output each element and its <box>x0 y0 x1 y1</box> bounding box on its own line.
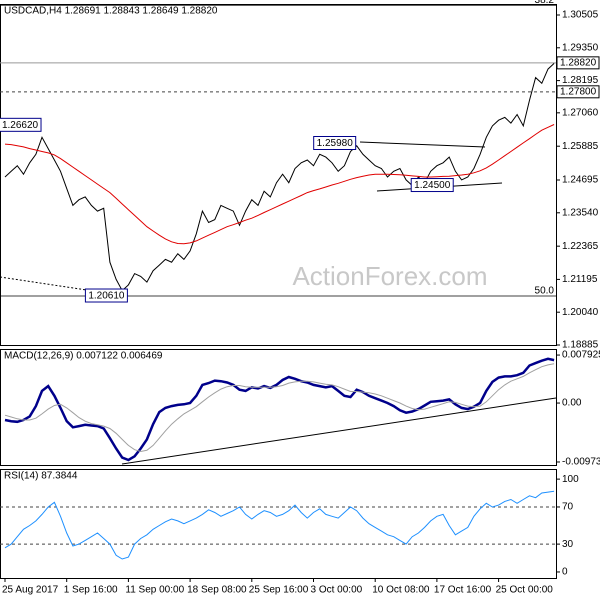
y-tick-label: 30 <box>562 539 574 550</box>
price-panel <box>0 4 557 346</box>
y-tick-label: 1.23540 <box>562 207 599 218</box>
y-tick-label: 1.25885 <box>562 141 599 152</box>
y-tick-label: 0.00 <box>562 398 582 409</box>
y-tick-label: 1.24695 <box>562 175 599 186</box>
y-tick-label: 70 <box>562 502 574 513</box>
level-box <box>556 85 600 99</box>
y-tick-label: 0 <box>562 567 568 578</box>
y-tick-label: 0.007925 <box>562 350 600 361</box>
y-tick-label: 1.21195 <box>562 274 598 285</box>
rsi-panel <box>0 469 557 579</box>
y-tick-label: 1.28195 <box>562 75 599 86</box>
panel-title: RSI(14) 87.3844 <box>4 471 78 482</box>
y-tick-label: -0.009732 <box>562 457 600 468</box>
price-label-box <box>0 117 42 132</box>
x-tick-label: 17 Oct 16:00 <box>434 585 492 596</box>
level-label: 1.27800 <box>560 86 597 97</box>
resistance-line <box>359 141 486 148</box>
watermark: ActionForex.com <box>292 261 487 291</box>
price-label: 1.25980 <box>317 138 354 149</box>
macd-trendline <box>121 397 557 465</box>
series-line <box>4 63 555 292</box>
x-tick-label: 18 Sep 08:00 <box>187 585 247 596</box>
y-tick-label: 1.29350 <box>562 42 599 53</box>
x-tick-label: 11 Sep 00:00 <box>125 585 184 596</box>
series-line <box>4 363 555 453</box>
y-tick-label: 1.30505 <box>562 10 599 21</box>
price-label: 1.26620 <box>2 120 39 131</box>
y-tick-label: 1.22365 <box>562 241 599 252</box>
x-tick-label: 10 Oct 08:00 <box>372 585 430 596</box>
price-label: 1.20610 <box>88 291 125 302</box>
price-label-box <box>313 136 357 151</box>
x-tick-label: 1 Sep 16:00 <box>64 585 118 596</box>
y-tick-label: 100 <box>562 474 579 485</box>
panel-title: MACD(12,26,9) 0.007122 0.006469 <box>4 351 163 362</box>
panel-title: USDCAD,H4 1.28691 1.28843 1.28649 1.2882… <box>4 6 218 17</box>
y-tick-label: 1.18885 <box>562 340 599 351</box>
price-label-box <box>410 178 454 193</box>
level-box <box>556 56 600 70</box>
series-line <box>4 357 555 462</box>
x-tick-label: 25 Aug 2017 <box>2 585 59 596</box>
fib-label: 38.2 <box>535 0 555 6</box>
x-tick-label: 25 Sep 16:00 <box>249 585 309 596</box>
x-tick-label: 3 Oct 00:00 <box>311 585 363 596</box>
y-tick-label: 1.27060 <box>562 107 599 118</box>
price-label: 1.24500 <box>414 180 451 191</box>
series-line <box>4 124 555 245</box>
y-tick-label: 1.20040 <box>562 307 599 318</box>
series-line <box>4 490 555 560</box>
price-label-box <box>84 288 128 303</box>
fib-label: 50.0 <box>535 286 555 297</box>
level-label: 1.28820 <box>560 57 597 68</box>
macd-panel <box>0 349 557 466</box>
x-tick-label: 25 Oct 00:00 <box>496 585 554 596</box>
